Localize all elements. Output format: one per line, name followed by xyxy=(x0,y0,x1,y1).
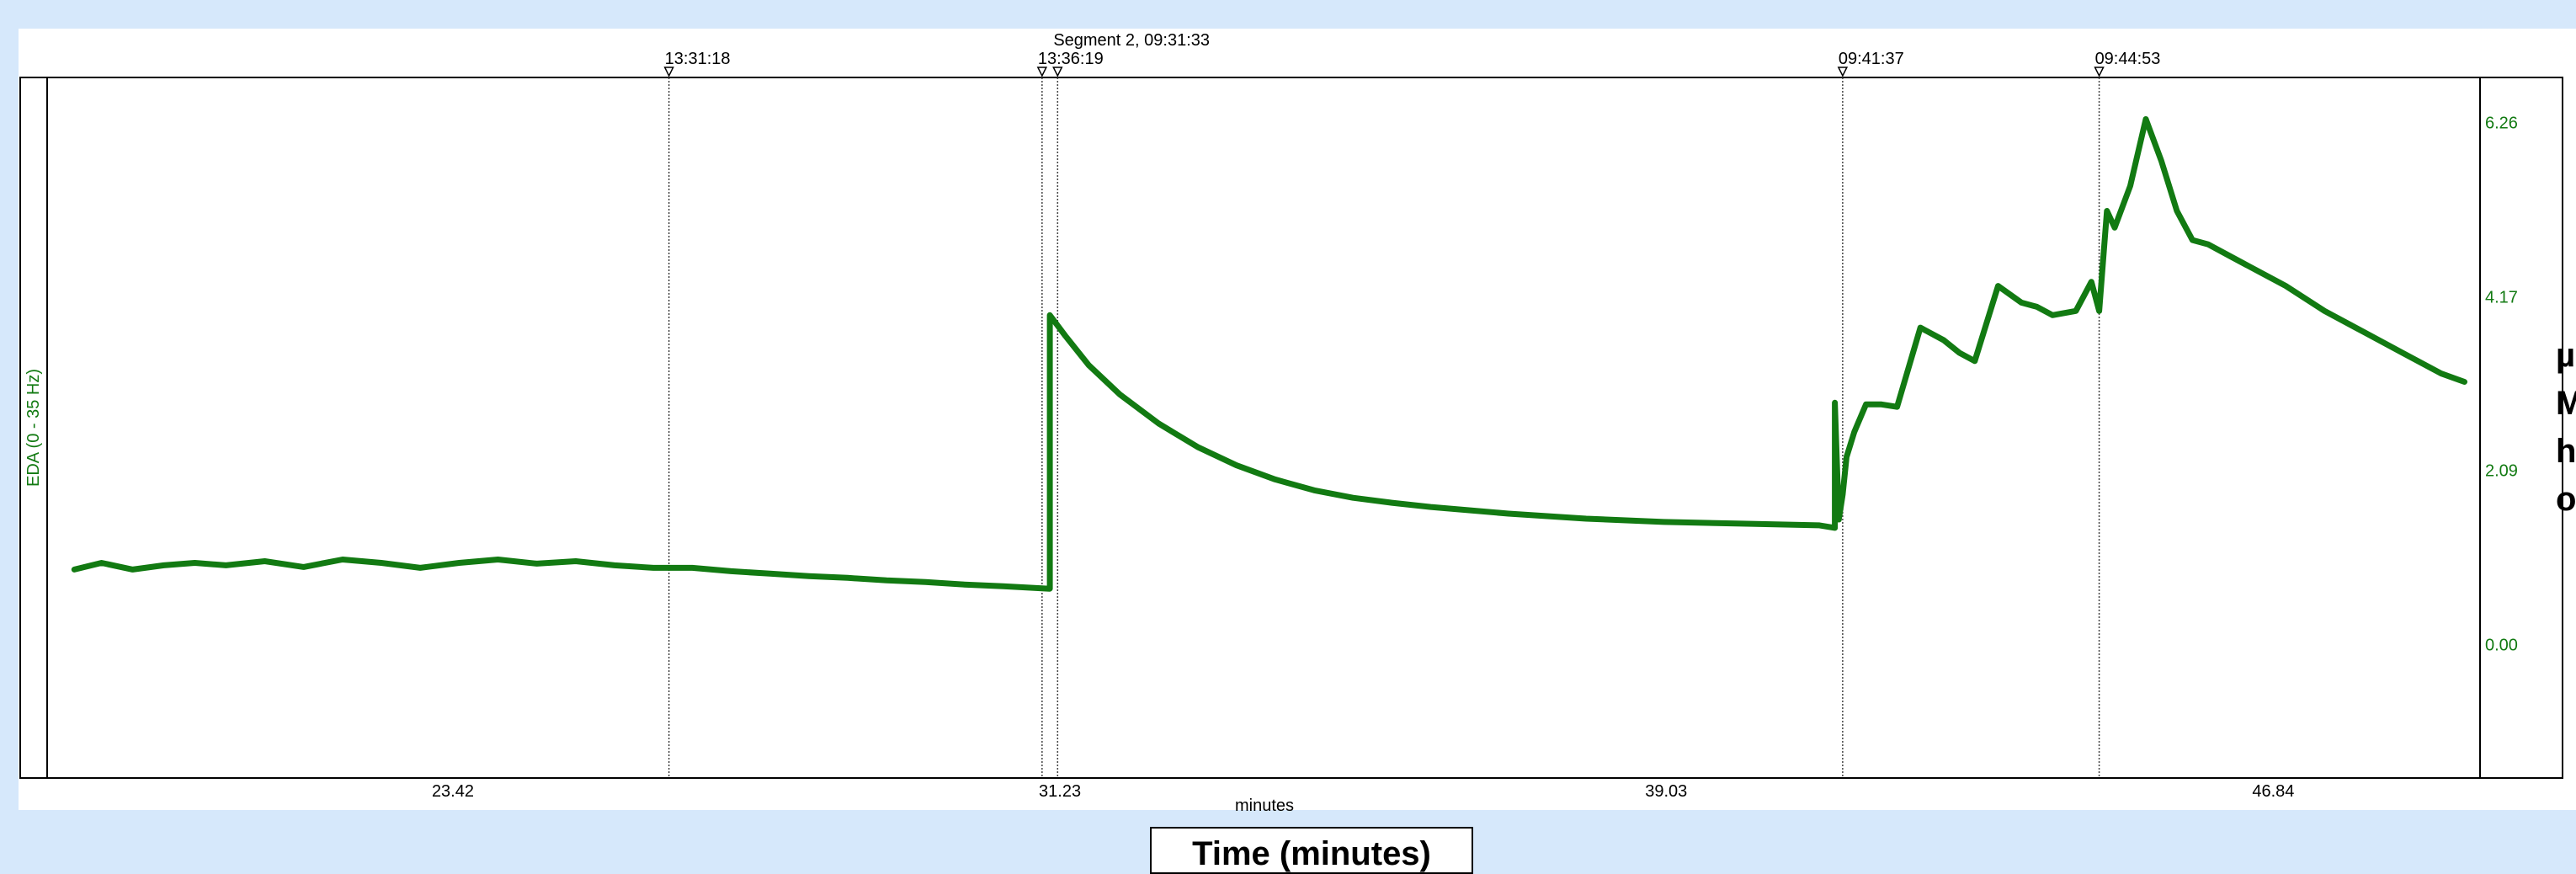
marker-arrow-4 xyxy=(2094,67,2105,77)
x-tick-label-0: 23.42 xyxy=(432,782,474,801)
y-tick-label-1: 2.09 xyxy=(2485,462,2518,481)
x-tick-label-1: 31.23 xyxy=(1039,782,1081,801)
marker-label-4: 09:44:53 xyxy=(2095,50,2161,68)
marker-label-1: 13:36:19 xyxy=(1038,50,1104,68)
y-tick-label-3: 6.26 xyxy=(2485,114,2518,132)
eda-series-line xyxy=(71,116,2467,592)
x-tick-labels: 23.42 31.23 39.03 46.84 xyxy=(432,782,2294,801)
plot-panel xyxy=(19,29,2576,810)
marker-label-3: 09:41:37 xyxy=(1839,50,1904,68)
marker-arrow-0 xyxy=(663,67,674,77)
marker-arrow-2 xyxy=(1052,67,1063,77)
y-axis-label: EDA (0 - 35 Hz) xyxy=(24,369,43,487)
x-title-box: Time (minutes) xyxy=(1150,827,1473,874)
x-tick-label-2: 39.03 xyxy=(1645,782,1687,801)
marker-arrow-3 xyxy=(1837,67,1849,77)
x-tick-label-3: 46.84 xyxy=(2252,782,2294,801)
marker-label-2: Segment 2, 09:31:33 xyxy=(1053,31,1210,50)
y-tick-labels: 0.00 2.09 4.17 6.26 xyxy=(2485,114,2518,654)
y-tick-label-0: 0.00 xyxy=(2485,637,2518,655)
plot-frame xyxy=(19,77,2563,779)
marker-label-0: 13:31:18 xyxy=(665,50,731,68)
x-axis-label: minutes xyxy=(1235,797,1294,815)
y-tick-label-2: 4.17 xyxy=(2485,288,2518,306)
marker-arrow-1 xyxy=(1036,67,1048,77)
right-unit-label: µ M h o xyxy=(2556,337,2576,518)
